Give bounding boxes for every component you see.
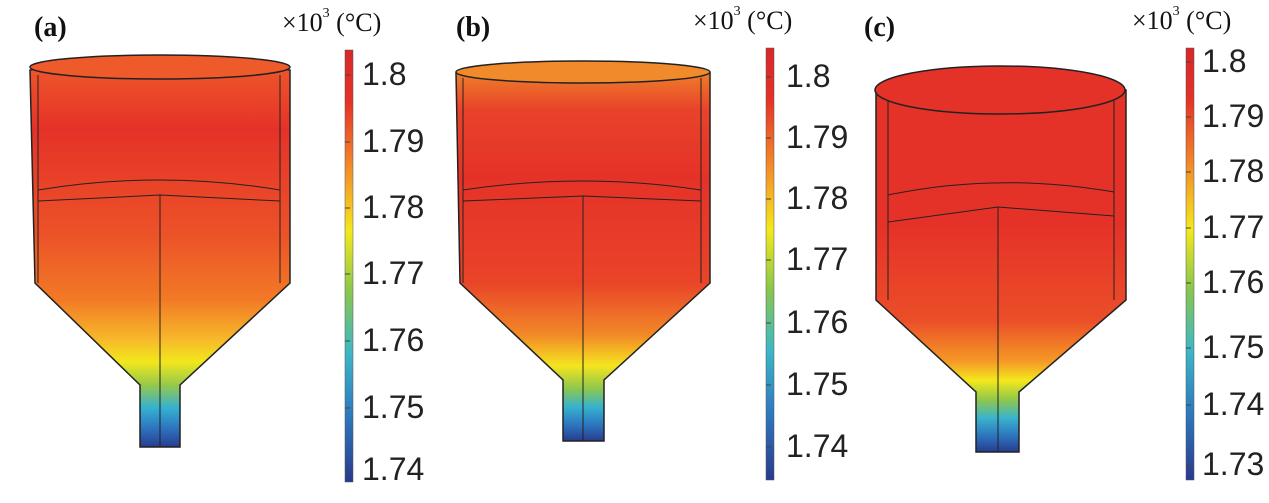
- colorbar-tick-label: 1.79: [1202, 98, 1265, 134]
- colorbar: [1185, 47, 1195, 481]
- unit-prefix: ×10: [282, 8, 323, 37]
- colorbar-tick-label: 1.74: [362, 451, 425, 487]
- colorbar-tick-label: 1.77: [1202, 209, 1265, 245]
- colorbar-tick-label: 1.78: [1202, 153, 1265, 189]
- colorbar-tick-label: 1.79: [362, 123, 425, 159]
- colorbar-ticks: [766, 76, 771, 448]
- unit-suffix: (°C): [1179, 6, 1232, 35]
- melt-surface-line: [37, 179, 281, 191]
- panel-a: (a) ×103 (°C) 1.8 1.79 1.78 1.77 1.76 1.…: [0, 0, 425, 503]
- colorbar-tick-label: 1.76: [1202, 264, 1265, 300]
- crucible-temperature-field: [874, 47, 1195, 481]
- colorbar-unit-label: ×103 (°C): [282, 6, 382, 38]
- colorbar-unit-label: ×103 (°C): [1132, 4, 1232, 36]
- colorbar-tick-label: 1.8: [786, 58, 831, 94]
- unit-exponent: 3: [733, 4, 741, 20]
- colorbar-tick-label: 1.74: [786, 428, 849, 464]
- panel-label: (b): [456, 12, 491, 43]
- unit-prefix: ×10: [693, 6, 734, 35]
- colorbar-tick-label: 1.75: [362, 389, 425, 425]
- melt-surface-line: [887, 182, 1115, 196]
- unit-prefix: ×10: [1132, 6, 1173, 35]
- panel-label: (a): [34, 12, 67, 43]
- crucible-temperature-field: [29, 49, 354, 483]
- colorbar-tick-label: 1.76: [786, 304, 849, 340]
- colorbar-tick-label: 1.76: [362, 322, 425, 358]
- panel-label: (c): [864, 12, 896, 43]
- crucible-temperature-field: [455, 47, 775, 481]
- colorbar-unit-label: ×103 (°C): [693, 4, 793, 36]
- colorbar-tick-label: 1.75: [786, 366, 849, 402]
- colorbar-tick-label: 1.8: [362, 56, 407, 92]
- colorbar-tick-label: 1.75: [1202, 329, 1265, 365]
- crucible-rim: [29, 54, 291, 80]
- colorbar-tick-label: 1.78: [362, 189, 425, 225]
- colorbar-tick-label: 1.79: [786, 119, 849, 155]
- colorbar-tick-label: 1.74: [1202, 386, 1265, 422]
- colorbar-tick-label: 1.78: [786, 180, 849, 216]
- panel-c: (c) ×103 (°C) 1.8 1.79 1.78 1.77 1.76 1.…: [846, 0, 1269, 503]
- unit-suffix: (°C): [740, 6, 793, 35]
- colorbar-tick-label: 1.73: [1202, 446, 1265, 482]
- colorbar-tick-label: 1.77: [786, 241, 849, 277]
- melt-surface-line: [462, 180, 702, 191]
- panel-b: (b) ×103 (°C) 1.8 1.79 1.78 1.77 1.76 1.…: [423, 0, 849, 503]
- crucible-body: [875, 75, 1127, 453]
- crucible-rim: [455, 60, 711, 84]
- unit-suffix: (°C): [329, 8, 382, 37]
- colorbar-ticks: [1186, 61, 1191, 466]
- crucible-rim: [874, 65, 1126, 115]
- colorbar-tick-label: 1.77: [362, 255, 425, 291]
- colorbar: [344, 49, 354, 483]
- colorbar: [765, 47, 775, 481]
- colorbar-tick-label: 1.8: [1202, 43, 1247, 79]
- unit-exponent: 3: [1172, 4, 1180, 20]
- colorbar-ticks: [345, 74, 350, 471]
- unit-exponent: 3: [322, 6, 330, 22]
